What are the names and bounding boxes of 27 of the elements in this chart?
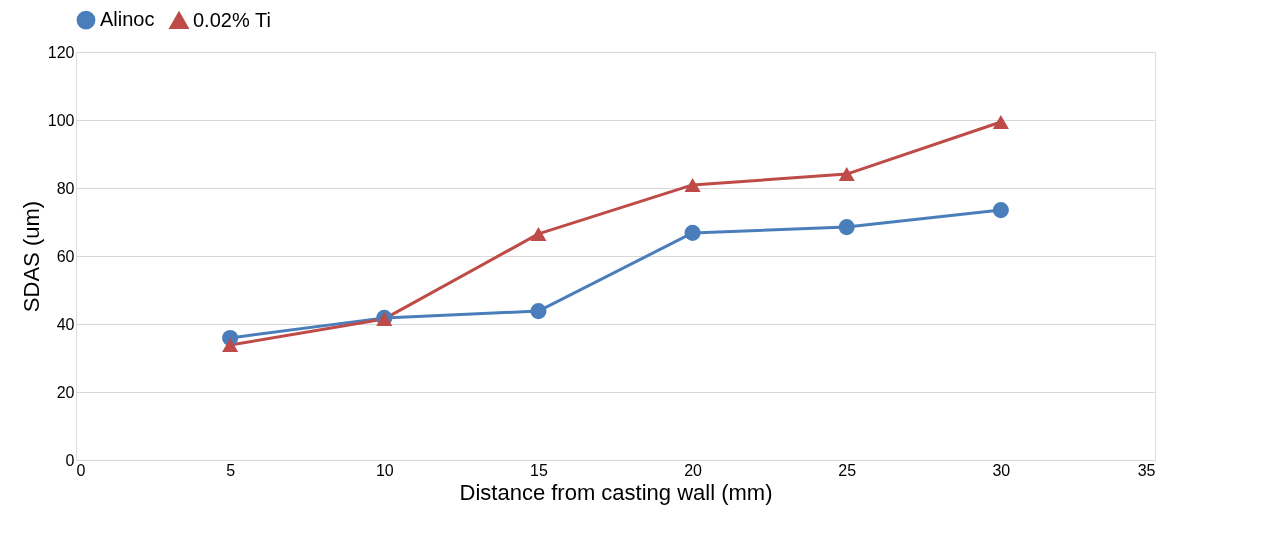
x-tick-label: 10 <box>375 461 394 479</box>
point <box>684 177 701 192</box>
y-tick-label: 40 <box>56 315 75 333</box>
legend-label: 0.02% Ti <box>193 8 271 31</box>
point <box>838 219 855 236</box>
point <box>992 202 1009 219</box>
x-tick-label: 0 <box>76 461 86 479</box>
x-tick-label: 5 <box>226 461 236 479</box>
y-tick-label: 120 <box>47 43 75 61</box>
x-tick-label: 30 <box>992 461 1011 479</box>
x-tick-label: 25 <box>838 461 857 479</box>
y-tick-label: 20 <box>56 383 75 401</box>
x-tick-label: 20 <box>684 461 703 479</box>
point <box>222 338 239 353</box>
point <box>838 167 855 182</box>
x-axis-title: Distance from casting wall (mm) <box>459 479 773 505</box>
x-tick-label: 15 <box>530 461 548 479</box>
y-axis-title: SDAS (um) <box>18 200 44 313</box>
y-tick-label: 80 <box>56 179 75 197</box>
x-tick-label: 35 <box>1137 461 1156 479</box>
legend-label: Alinoc <box>100 8 155 31</box>
y-tick-label: 100 <box>47 111 75 129</box>
point <box>530 303 547 320</box>
y-tick-label: 60 <box>56 247 75 265</box>
point <box>992 115 1009 130</box>
point <box>684 224 701 241</box>
point <box>530 226 547 241</box>
